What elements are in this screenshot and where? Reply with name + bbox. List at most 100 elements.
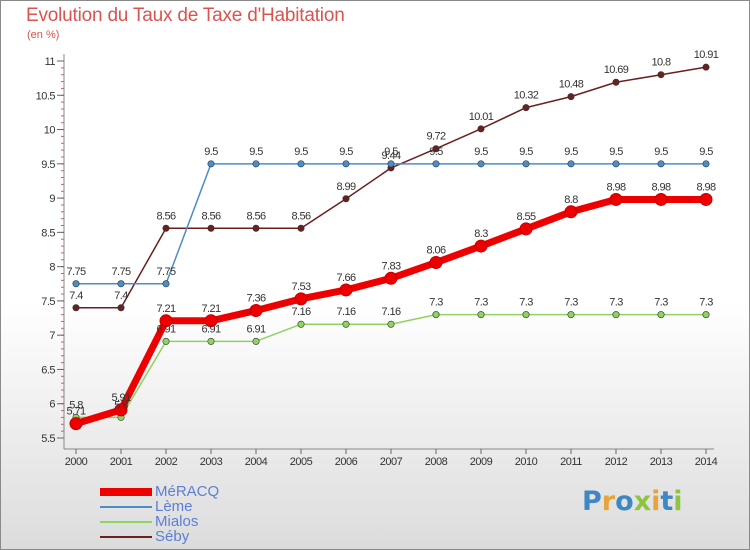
data-label: 7.3 — [474, 297, 488, 309]
data-label: 5.8 — [114, 399, 128, 411]
data-point — [297, 160, 305, 168]
data-label: 7.83 — [381, 260, 400, 272]
data-point — [429, 256, 443, 270]
data-label: 5.91 — [111, 392, 130, 404]
data-label: 7.4 — [114, 290, 128, 302]
data-point — [114, 403, 128, 417]
data-point — [207, 160, 215, 168]
x-tick-label: 2014 — [695, 456, 718, 468]
data-point — [567, 311, 575, 319]
data-label: 7.3 — [609, 297, 623, 309]
data-point — [522, 160, 530, 168]
data-label: 7.53 — [291, 281, 310, 293]
data-label: 9.5 — [429, 146, 443, 158]
y-tick-label: 9.5 — [41, 159, 55, 171]
data-label: 9.5 — [204, 146, 218, 158]
data-point — [339, 283, 353, 297]
logo-letter: P — [582, 486, 602, 517]
data-point — [474, 239, 488, 253]
legend-swatch — [100, 535, 152, 538]
data-label: 10.8 — [651, 57, 670, 69]
data-point — [159, 314, 173, 328]
x-tick-label: 2008 — [425, 456, 448, 468]
data-label: 5.71 — [66, 406, 85, 418]
data-label: 8.98 — [696, 181, 715, 193]
data-label: 9.5 — [564, 146, 578, 158]
data-point — [567, 160, 575, 168]
data-label: 9.5 — [249, 146, 263, 158]
data-point — [162, 337, 170, 345]
data-point — [702, 63, 710, 71]
data-label: 8.56 — [291, 210, 310, 222]
data-point — [252, 160, 260, 168]
x-tick-label: 2012 — [605, 456, 628, 468]
data-label: 8.8 — [564, 194, 578, 206]
data-point — [657, 71, 665, 79]
x-tick-label: 2003 — [200, 456, 223, 468]
data-label: 7.4 — [69, 290, 83, 302]
data-label: 9.72 — [426, 131, 445, 143]
data-point — [249, 304, 263, 318]
data-point — [432, 160, 440, 168]
data-point — [612, 311, 620, 319]
y-tick-label: 6.5 — [41, 364, 55, 376]
data-point — [387, 160, 395, 168]
data-point — [657, 160, 665, 168]
y-tick-label: 10.5 — [36, 90, 56, 102]
chart-legend: MéRACQ Lème Mialos Séby — [100, 484, 300, 546]
data-point — [69, 417, 83, 431]
x-tick-label: 2002 — [155, 456, 178, 468]
y-tick-label: 6 — [49, 399, 55, 411]
x-tick-label: 2006 — [335, 456, 358, 468]
data-label: 6.91 — [201, 323, 220, 335]
data-point — [252, 337, 260, 345]
logo-letter: t — [660, 486, 674, 517]
y-tick-label: 8.5 — [41, 227, 55, 239]
y-tick-label: 7.5 — [41, 296, 55, 308]
data-point — [522, 311, 530, 319]
y-tick-label: 9 — [49, 193, 55, 205]
data-point — [699, 192, 713, 206]
data-label: 7.75 — [156, 266, 175, 278]
data-point — [432, 145, 440, 153]
legend-swatch — [100, 520, 152, 523]
data-point — [342, 195, 350, 203]
x-tick-label: 2011 — [560, 456, 582, 468]
data-label: 9.5 — [654, 146, 668, 158]
data-point — [702, 311, 710, 319]
data-point — [162, 224, 170, 232]
data-label: 8.56 — [156, 210, 175, 222]
data-label: 10.01 — [469, 111, 494, 123]
data-label: 5.8 — [69, 399, 83, 411]
data-label: 7.3 — [519, 297, 533, 309]
data-point — [432, 311, 440, 319]
data-point — [657, 311, 665, 319]
legend-item: MéRACQ — [100, 484, 219, 499]
data-point — [162, 280, 170, 288]
data-label: 7.75 — [66, 266, 85, 278]
x-tick-label: 2013 — [650, 456, 673, 468]
data-point — [72, 280, 80, 288]
legend-item: Séby — [100, 529, 189, 544]
y-tick-label: 11 — [45, 56, 56, 68]
data-label: 9.5 — [474, 146, 488, 158]
x-tick-label: 2004 — [245, 456, 268, 468]
data-label: 8.3 — [474, 228, 488, 240]
logo-letter: r — [601, 486, 616, 517]
data-label: 6.91 — [246, 323, 265, 335]
data-point — [207, 224, 215, 232]
data-label: 7.21 — [201, 303, 220, 315]
data-label: 7.36 — [246, 293, 265, 305]
data-label: 7.75 — [111, 266, 130, 278]
data-label: 8.06 — [426, 245, 445, 257]
legend-swatch — [100, 505, 152, 508]
data-label: 8.56 — [246, 210, 265, 222]
data-label: 10.69 — [604, 64, 629, 76]
data-label: 9.5 — [519, 146, 533, 158]
data-label: 8.55 — [516, 211, 535, 223]
data-label: 7.3 — [654, 297, 668, 309]
data-point — [477, 125, 485, 133]
data-point — [204, 314, 218, 328]
legend-label: Lème — [155, 498, 193, 515]
